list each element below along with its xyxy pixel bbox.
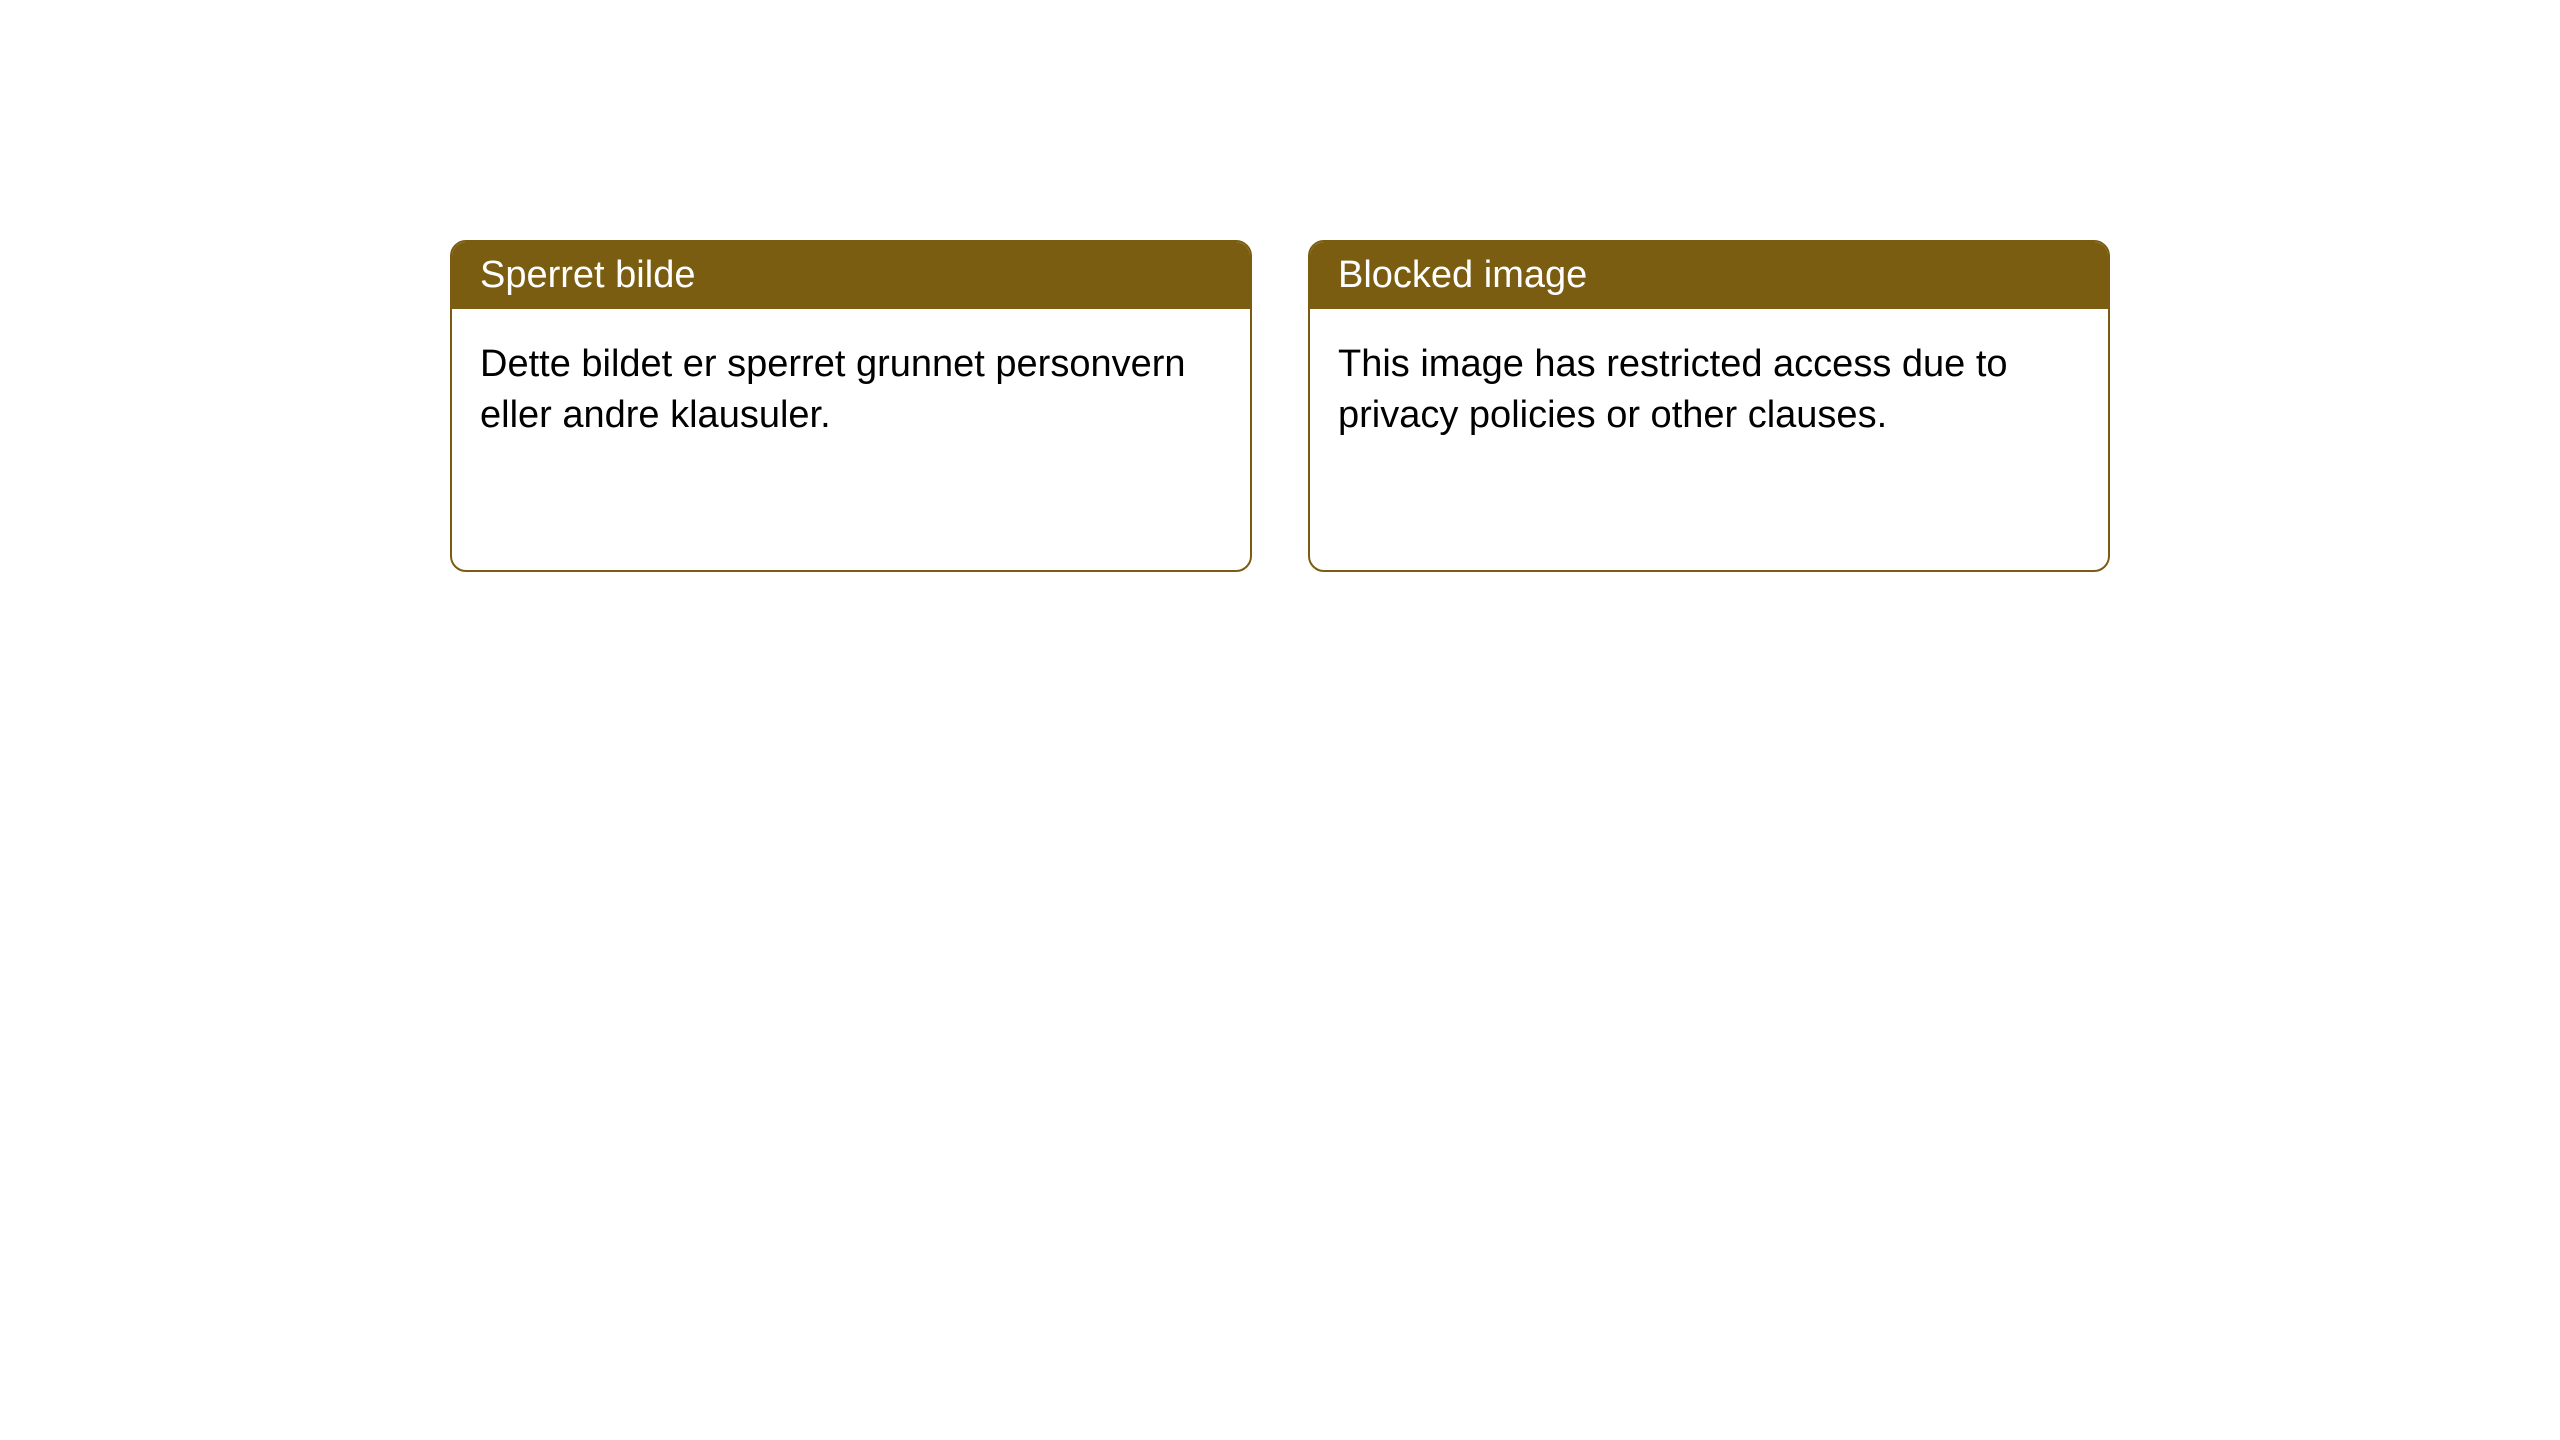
panel-body-norwegian: Dette bildet er sperret grunnet personve… bbox=[452, 309, 1250, 472]
panel-norwegian: Sperret bilde Dette bildet er sperret gr… bbox=[450, 240, 1252, 572]
panel-header-text: Blocked image bbox=[1338, 254, 1587, 296]
panel-container: Sperret bilde Dette bildet er sperret gr… bbox=[0, 0, 2560, 812]
panel-body-text: This image has restricted access due to … bbox=[1338, 343, 2008, 436]
panel-english: Blocked image This image has restricted … bbox=[1308, 240, 2110, 572]
panel-header-norwegian: Sperret bilde bbox=[452, 242, 1250, 309]
panel-body-text: Dette bildet er sperret grunnet personve… bbox=[480, 343, 1186, 436]
panel-header-english: Blocked image bbox=[1310, 242, 2108, 309]
panel-body-english: This image has restricted access due to … bbox=[1310, 309, 2108, 472]
panel-header-text: Sperret bilde bbox=[480, 254, 695, 296]
